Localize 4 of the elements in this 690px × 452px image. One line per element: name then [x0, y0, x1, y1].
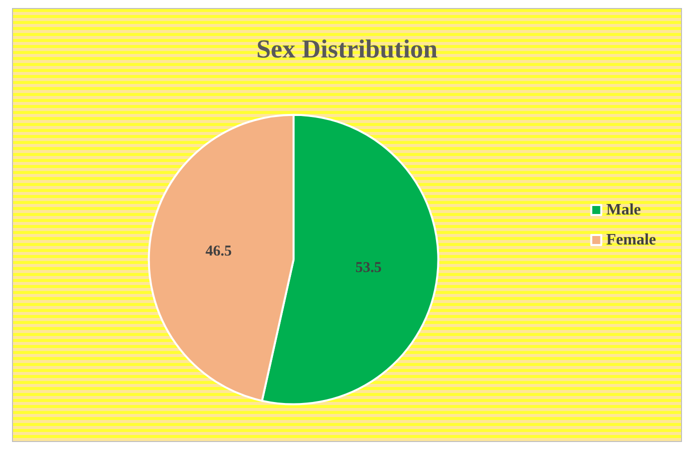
legend-label: Male: [606, 202, 641, 218]
legend-label: Female: [606, 232, 656, 248]
data-label: 53.5: [355, 260, 382, 276]
data-label: 46.5: [206, 243, 232, 260]
